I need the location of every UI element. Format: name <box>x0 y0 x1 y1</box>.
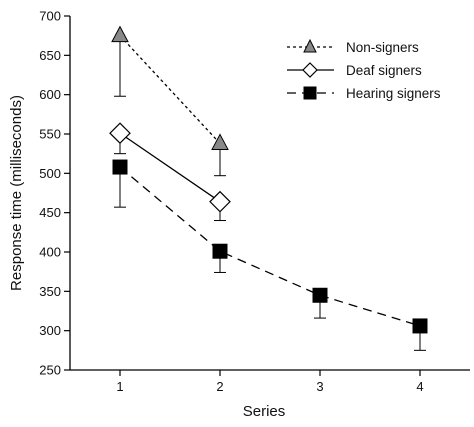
legend-item-non-signers: Non-signers <box>287 38 419 55</box>
legend: Non-signers Deaf signers Hearing signers <box>287 38 441 101</box>
x-tick-label: 1 <box>116 379 123 394</box>
data-point <box>109 122 131 145</box>
legend-marker <box>302 62 318 78</box>
legend-label: Non-signers <box>346 40 419 55</box>
series-hearing-signers <box>112 159 428 351</box>
legend-label: Deaf signers <box>346 63 422 78</box>
y-tick-label: 550 <box>39 127 61 142</box>
data-point <box>112 159 128 175</box>
x-tick-label: 3 <box>316 379 323 394</box>
y-tick-label: 350 <box>39 284 61 299</box>
legend-label: Hearing signers <box>346 86 441 101</box>
data-point <box>111 25 129 43</box>
y-tick-label: 600 <box>39 87 61 102</box>
legend-item-deaf-signers: Deaf signers <box>287 62 422 78</box>
y-tick-label: 300 <box>39 323 61 338</box>
series-deaf-signers <box>109 122 231 222</box>
data-point <box>212 243 228 259</box>
series-layer <box>109 25 428 351</box>
x-axis-title: Series <box>243 403 286 420</box>
series-line <box>119 35 221 144</box>
y-tick-label: 450 <box>39 205 61 220</box>
data-point <box>312 287 328 303</box>
y-tick-label: 700 <box>39 9 61 24</box>
axes: 250 300 350 400 450 500 550 600 650 700 1 2 3 4 <box>39 9 470 394</box>
series-line <box>119 132 221 203</box>
y-axis-title: Response time (milliseconds) <box>8 95 25 291</box>
data-point <box>209 190 231 213</box>
legend-item-hearing-signers: Hearing signers <box>287 86 441 101</box>
series-line <box>119 166 421 327</box>
x-tick-label: 2 <box>216 379 223 394</box>
y-tick-label: 500 <box>39 166 61 181</box>
y-tick-label: 400 <box>39 245 61 260</box>
legend-marker <box>303 38 317 53</box>
y-tick-label: 250 <box>39 363 61 378</box>
legend-marker <box>303 86 317 100</box>
y-tick-label: 650 <box>39 48 61 63</box>
series-non-signers <box>111 25 229 177</box>
data-point <box>412 318 428 334</box>
data-point <box>211 133 229 150</box>
x-tick-label: 4 <box>416 379 423 394</box>
